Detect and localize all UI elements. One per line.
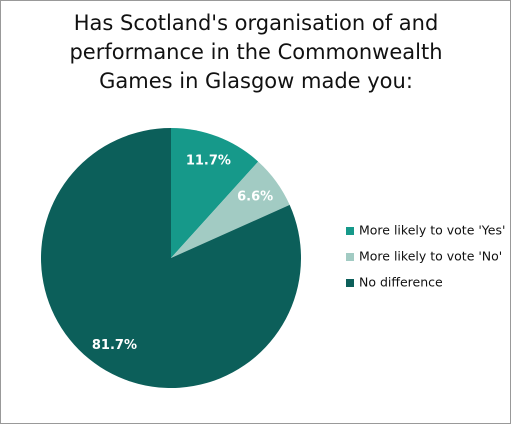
- data-label: 11.7%: [186, 153, 231, 168]
- chart-title: Has Scotland's organisation of and perfo…: [69, 11, 443, 93]
- legend-swatch: [346, 279, 354, 287]
- legend-label: No difference: [359, 275, 443, 290]
- legend-swatch: [346, 227, 354, 235]
- pie-slice: [171, 161, 290, 258]
- data-label: 81.7%: [92, 338, 137, 353]
- pie-slice: [171, 128, 259, 258]
- legend-label: More likely to vote 'Yes': [359, 223, 505, 238]
- legend-label: More likely to vote 'No': [359, 249, 502, 264]
- legend-swatch: [346, 253, 354, 261]
- pie-slice: [40, 128, 301, 388]
- data-label: 6.6%: [237, 189, 273, 204]
